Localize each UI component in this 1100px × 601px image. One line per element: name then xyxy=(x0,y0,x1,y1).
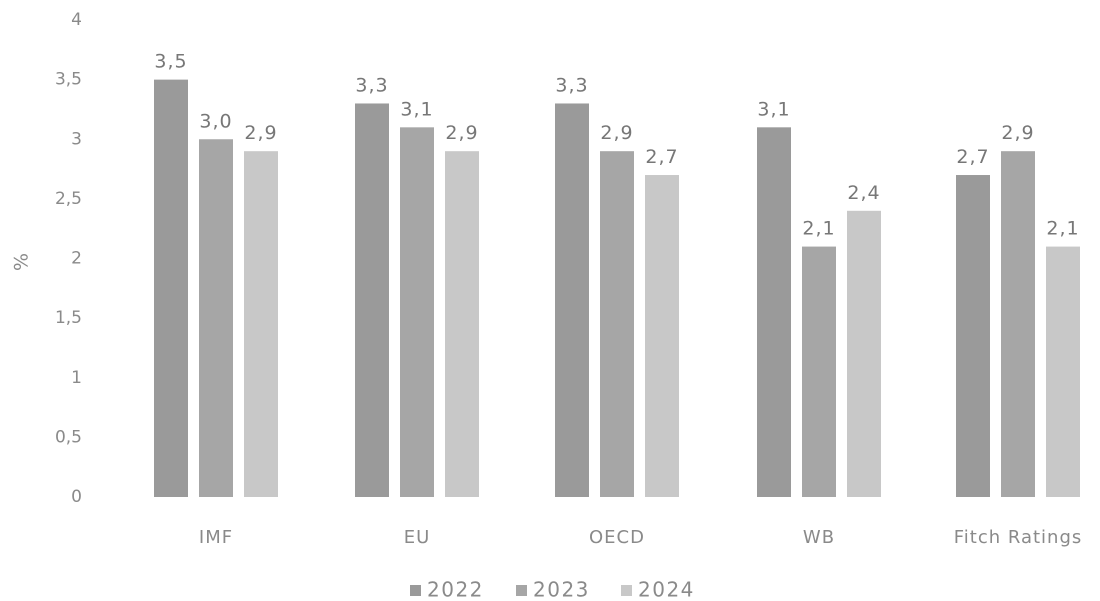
bar-wb-2023 xyxy=(802,246,836,497)
y-tick-label: 1 xyxy=(71,368,82,388)
y-tick-label: 2,5 xyxy=(55,189,82,209)
data-label: 3,5 xyxy=(154,51,187,73)
category-labels: IMF EU OECD WB Fitch Ratings xyxy=(199,527,1083,548)
bar-oecd-2022 xyxy=(555,103,589,497)
legend-swatch xyxy=(410,585,421,596)
category-label: WB xyxy=(803,527,835,548)
bar-wb-2022 xyxy=(757,127,791,497)
data-label: 3,3 xyxy=(555,74,588,96)
legend-swatch xyxy=(516,585,527,596)
legend-label: 2024 xyxy=(638,578,695,601)
bar-fitch-ratings-2022 xyxy=(956,175,990,497)
bar-wb-2024 xyxy=(847,210,881,498)
y-tick-label: 0,5 xyxy=(55,427,82,447)
bar-fitch-ratings-2023 xyxy=(1001,151,1035,498)
y-axis-label: % xyxy=(11,253,33,271)
data-label: 3,3 xyxy=(355,74,388,96)
legend: 2022 2023 2024 xyxy=(410,578,695,601)
legend-swatch xyxy=(621,585,632,596)
y-tick-label: 4 xyxy=(71,10,82,30)
data-label: 2,7 xyxy=(956,146,989,168)
bar-imf-2023 xyxy=(199,139,233,497)
data-label: 2,9 xyxy=(1001,122,1034,144)
data-label: 2,7 xyxy=(645,146,678,168)
data-label: 2,4 xyxy=(847,182,880,204)
bar-imf-2024 xyxy=(244,151,278,498)
bar-eu-2023 xyxy=(400,127,434,497)
legend-label: 2023 xyxy=(533,578,590,601)
y-axis-ticks: 0 0,5 1 1,5 2 2,5 3 3,5 4 xyxy=(55,10,82,507)
y-tick-label: 3 xyxy=(71,129,82,149)
category-label: EU xyxy=(404,527,431,548)
data-label: 3,1 xyxy=(757,98,790,120)
y-tick-label: 3,5 xyxy=(55,70,82,90)
bar-eu-2022 xyxy=(355,103,389,497)
bar-oecd-2024 xyxy=(645,175,679,497)
data-label: 2,9 xyxy=(600,122,633,144)
bar-fitch-ratings-2024 xyxy=(1046,246,1080,497)
legend-label: 2022 xyxy=(427,578,484,601)
data-label: 2,1 xyxy=(1046,218,1079,240)
bars xyxy=(154,79,1080,498)
category-label: OECD xyxy=(589,527,645,548)
y-tick-label: 2 xyxy=(71,249,82,269)
bar-imf-2022 xyxy=(154,79,188,497)
category-label: IMF xyxy=(199,527,233,548)
bar-eu-2024 xyxy=(445,151,479,498)
y-tick-label: 1,5 xyxy=(55,308,82,328)
data-labels: 3,5 3,0 2,9 3,3 3,1 2,9 3,3 2,9 2,7 3,1 2,1 2,4 2,7 2… xyxy=(154,51,1079,240)
data-label: 3,0 xyxy=(199,110,232,132)
bar-oecd-2023 xyxy=(600,151,634,498)
data-label: 2,9 xyxy=(244,122,277,144)
y-tick-label: 0 xyxy=(71,487,82,507)
data-label: 2,1 xyxy=(802,218,835,240)
data-label: 2,9 xyxy=(445,122,478,144)
category-label: Fitch Ratings xyxy=(954,527,1083,548)
data-label: 3,1 xyxy=(400,98,433,120)
